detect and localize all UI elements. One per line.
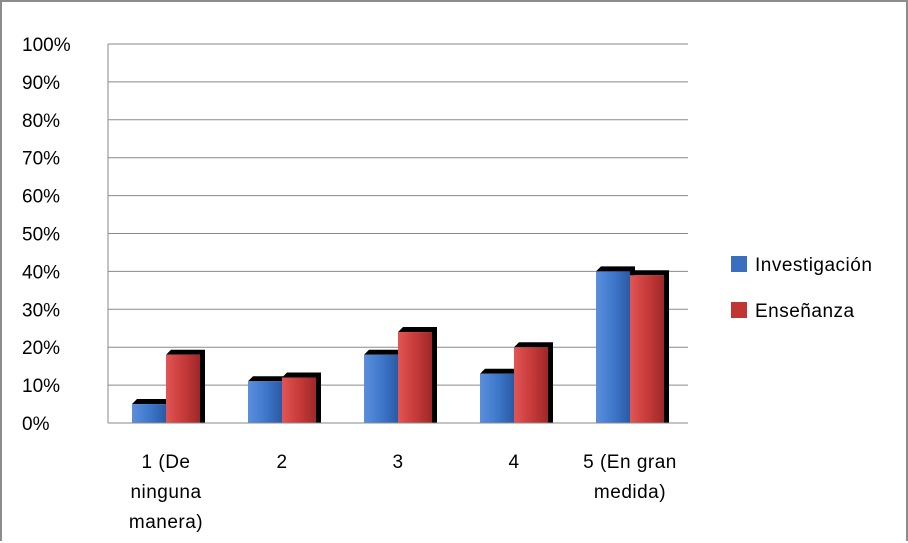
bar-shadow xyxy=(514,342,553,423)
x-tick-label: 5 (En gran medida) xyxy=(583,452,677,503)
x-tick-label: 2 xyxy=(276,452,287,473)
bar xyxy=(480,373,514,423)
bar xyxy=(596,271,630,423)
y-tick-label: 30% xyxy=(22,300,60,321)
bar-shadow xyxy=(166,349,205,423)
y-tick-label: 60% xyxy=(22,187,60,208)
y-tick-label: 50% xyxy=(22,225,60,246)
y-tick-label: 100% xyxy=(22,35,71,56)
y-tick-label: 0% xyxy=(22,414,50,435)
bar xyxy=(514,347,548,423)
bar xyxy=(132,404,166,423)
bar xyxy=(398,332,432,423)
y-tick-label: 70% xyxy=(22,149,60,170)
x-tick-label: 1 (De ninguna manera) xyxy=(129,452,203,533)
x-axis: 1 (De ninguna manera) 2 3 4 5 (En gran medida) xyxy=(108,422,688,533)
legend-swatch xyxy=(731,302,747,318)
bars xyxy=(132,266,669,423)
y-tick-label: 20% xyxy=(22,338,60,359)
legend-label: Enseñanza xyxy=(755,301,855,322)
legend-swatch xyxy=(731,256,747,272)
bar-shadow xyxy=(398,327,437,423)
bar xyxy=(166,354,200,423)
legend: Investigación Enseñanza xyxy=(731,255,872,322)
bar-shadow xyxy=(282,372,321,423)
y-tick-label: 90% xyxy=(22,73,60,94)
x-tick-label: 3 xyxy=(392,452,403,473)
bar xyxy=(364,354,398,423)
y-tick-label: 80% xyxy=(22,111,60,132)
bar xyxy=(282,377,316,423)
y-axis: 0% 10% 20% 30% 40% 50% 60% 70% 80% 90% 100% xyxy=(22,35,109,435)
y-tick-label: 40% xyxy=(22,262,60,283)
x-tick-label: 4 xyxy=(508,452,519,473)
bar xyxy=(248,381,282,423)
bar xyxy=(630,275,664,423)
y-tick-label: 10% xyxy=(22,376,60,397)
bar-shadow xyxy=(630,270,669,423)
legend-label: Investigación xyxy=(755,255,872,276)
